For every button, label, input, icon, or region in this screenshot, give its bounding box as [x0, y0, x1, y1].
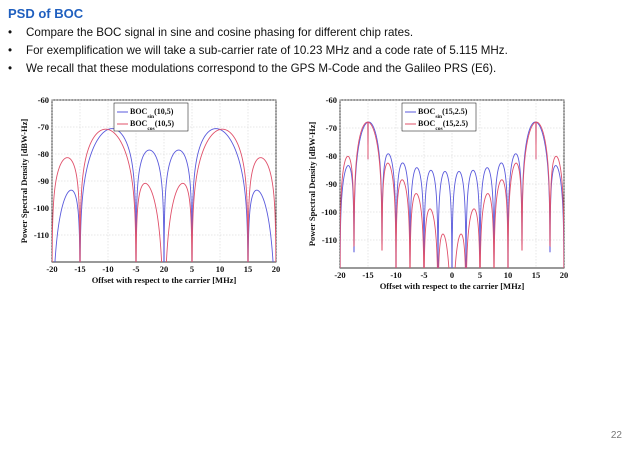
x-tick-label: -10: [390, 270, 401, 280]
x-tick-label: -5: [132, 264, 139, 274]
x-tick-label: 20: [160, 264, 169, 274]
psd-chart-boc-15-2-5: -20 -15 -10 -5 0 5 10 15 20 -60 -70 -80 -90 -100 -110 O…: [307, 95, 569, 291]
bullet-item: • Compare the BOC signal in sine and cosi…: [8, 24, 628, 42]
x-tick-label: -10: [102, 264, 113, 274]
y-tick-label: -70: [38, 122, 49, 132]
x-tick-label: 10: [504, 270, 513, 280]
y-tick-label: -80: [38, 149, 49, 159]
x-tick-label: 5: [478, 270, 482, 280]
x-axis-label: Offset with respect to the carrier [MHz]: [92, 275, 237, 285]
x-tick-label: 15: [244, 264, 253, 274]
x-tick-label: -15: [362, 270, 373, 280]
x-tick-label: 20: [560, 270, 569, 280]
x-tick-label: 20: [272, 264, 281, 274]
legend-entry-sin: BOCsin(10,5): [130, 107, 174, 120]
bullet-symbol: •: [8, 44, 13, 57]
series-line-cos: [52, 128, 276, 262]
y-tick-label: -90: [38, 176, 49, 186]
y-tick-label: -60: [38, 95, 49, 105]
y-tick-label: -70: [326, 123, 337, 133]
x-tick-label: -20: [46, 264, 57, 274]
legend-entry-sin: BOCsin(15,2.5): [418, 107, 468, 120]
y-tick-label: -100: [321, 207, 337, 217]
bullet-symbol: •: [8, 62, 13, 75]
y-tick-label: -80: [326, 151, 337, 161]
series-line-sin: [54, 128, 274, 262]
bullet-text: Compare the BOC signal in sine and cosin…: [26, 26, 414, 39]
x-tick-label: -15: [74, 264, 85, 274]
x-tick-label: -5: [420, 270, 427, 280]
x-tick-label: 5: [190, 264, 194, 274]
bullet-symbol: •: [8, 26, 13, 39]
page-number: 22: [610, 430, 622, 441]
x-tick-label: 0: [450, 270, 454, 280]
y-tick-label: -60: [326, 95, 337, 105]
legend-box: [113, 102, 189, 132]
slide-title: PSD of BOC: [8, 6, 84, 21]
psd-chart-boc-10-5: -20 -15 -10 -5 20 5 10 15 20 -60 -70 -80 -90 -100 -110…: [19, 95, 281, 285]
y-tick-label: -90: [326, 179, 337, 189]
x-axis-label: Offset with respect to the carrier [MHz]: [380, 281, 525, 291]
legend-entry-cos: BOCcos(15,2.5): [418, 119, 468, 132]
legend-box: [401, 102, 477, 132]
y-tick-label: -100: [33, 203, 49, 213]
bullet-text: We recall that these modulations corresp…: [26, 62, 497, 75]
y-tick-label: -110: [34, 230, 49, 240]
y-axis-label: Power Spectral Density [dBW-Hz]: [19, 119, 29, 244]
bullet-item: • For exemplification we will take a sub-…: [8, 42, 628, 60]
x-tick-label: 10: [216, 264, 225, 274]
x-tick-label: 15: [532, 270, 541, 280]
bullet-list: • Compare the BOC signal in sine and cosi…: [8, 24, 628, 78]
legend-entry-cos: BOCcos(10,5): [130, 119, 174, 132]
y-tick-label: -110: [322, 235, 337, 245]
bullet-text: For exemplification we will take a sub-c…: [26, 44, 508, 57]
bullet-item: • We recall that these modulations corres…: [8, 60, 628, 78]
x-tick-label: -20: [334, 270, 345, 280]
y-axis-label: Power Spectral Density [dBW-Hz]: [307, 122, 317, 247]
series-line-sin: [340, 121, 564, 268]
series-line-cos: [340, 121, 564, 268]
